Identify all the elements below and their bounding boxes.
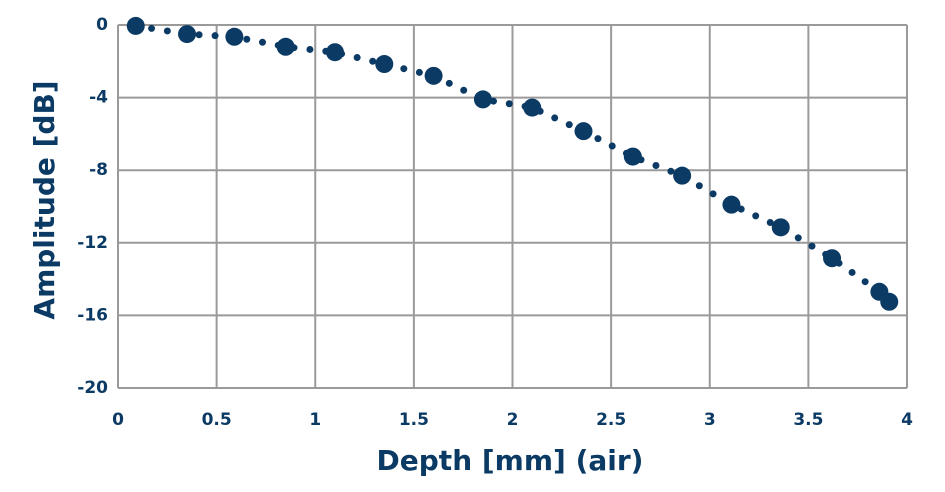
x-tick-label: 3.5 (793, 410, 823, 430)
data-point (424, 66, 443, 85)
data-point (473, 90, 492, 109)
x-tick-label: 2.5 (596, 410, 626, 430)
data-point (375, 55, 394, 74)
x-tick-label: 4 (901, 410, 913, 430)
x-tick-label: 3 (704, 410, 716, 430)
x-tick-label: 0.5 (202, 410, 232, 430)
data-point (523, 98, 542, 117)
data-point (673, 166, 692, 185)
x-tick-label: 1.5 (399, 410, 429, 430)
data-point (225, 27, 244, 46)
data-point (623, 147, 642, 166)
data-point (276, 37, 295, 56)
data-point (771, 218, 790, 237)
x-tick-label: 2 (507, 410, 519, 430)
data-point (178, 25, 197, 44)
x-tick-label: 1 (309, 410, 321, 430)
data-point (722, 195, 741, 214)
y-tick-label: -12 (77, 233, 108, 253)
y-tick-label: -8 (89, 160, 108, 180)
y-axis-label: Amplitude [dB] (28, 80, 61, 319)
y-tick-label: -20 (77, 378, 108, 398)
data-point (823, 249, 842, 268)
y-tick-label: -16 (77, 305, 108, 325)
y-tick-label: -4 (89, 88, 108, 108)
data-point (574, 122, 593, 141)
x-axis-label: Depth [mm] (air) (377, 444, 644, 477)
data-point (325, 43, 344, 62)
y-tick-label: 0 (96, 15, 108, 35)
data-point (880, 292, 899, 311)
data-point (126, 16, 145, 35)
x-tick-label: 0 (112, 410, 124, 430)
trend-line (132, 22, 893, 306)
